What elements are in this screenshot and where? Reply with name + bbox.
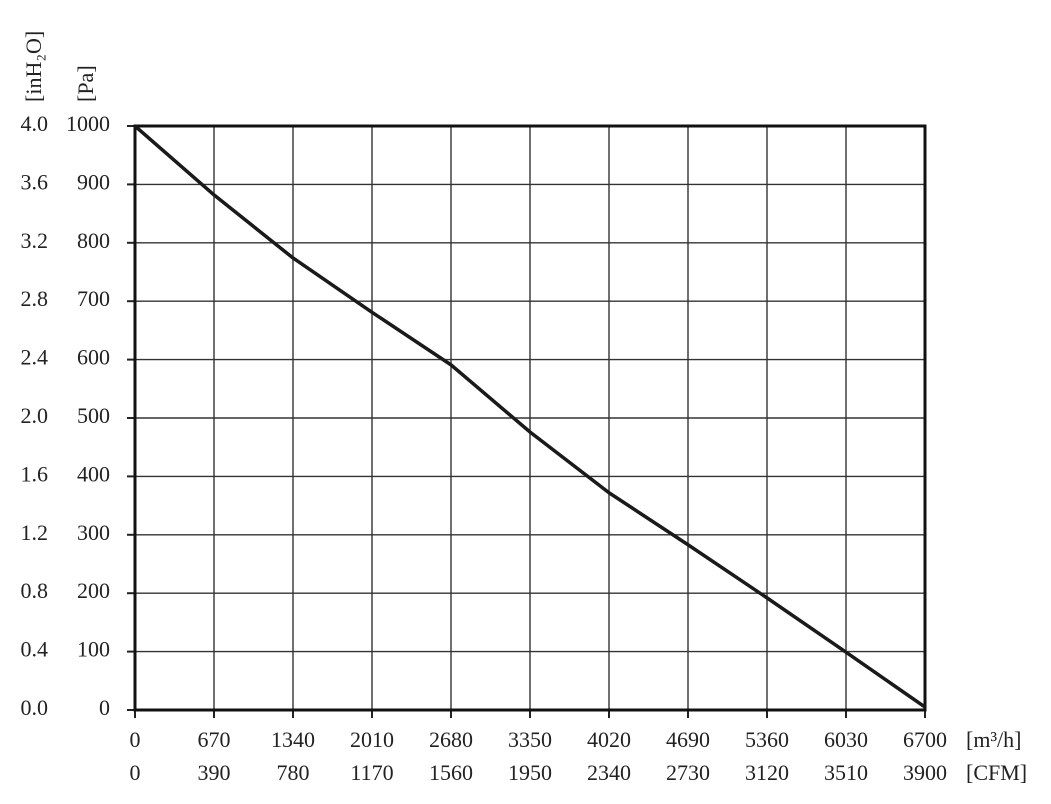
x-axis-label: [m³/h]	[966, 727, 1021, 752]
y2-tick-label: 2.4	[21, 345, 49, 370]
x2-tick-label: 2730	[666, 760, 710, 785]
x-tick-label: 1340	[271, 727, 315, 752]
y2-tick-label: 0.4	[21, 637, 49, 662]
y-tick-label: 0	[99, 695, 110, 720]
x-tick-label: 5360	[745, 727, 789, 752]
x-tick-label: 0	[130, 727, 141, 752]
x2-tick-label: 3900	[903, 760, 947, 785]
x2-axis-label: [CFM]	[966, 760, 1027, 785]
curve	[133, 124, 926, 709]
x2-tick-label: 0	[130, 760, 141, 785]
x-tick-label: 6030	[824, 727, 868, 752]
y2-tick-label: 4.0	[21, 111, 49, 136]
x-tick-label: 6700	[903, 727, 947, 752]
y-axis-label: [Pa]	[73, 65, 98, 102]
y-tick-label: 400	[77, 461, 110, 486]
y2-tick-label: 3.6	[21, 169, 49, 194]
plot-frame	[133, 124, 927, 712]
y-tick-label: 1000	[66, 111, 110, 136]
x-tick-label: 4690	[666, 727, 710, 752]
x2-tick-label: 3510	[824, 760, 868, 785]
x2-tick-label: 3120	[745, 760, 789, 785]
x-tick-label: 2680	[429, 727, 473, 752]
x2-tick-label: 1560	[429, 760, 473, 785]
x-tick-label: 3350	[508, 727, 552, 752]
y2-tick-label: 2.0	[21, 403, 49, 428]
x2-tick-label: 1170	[350, 760, 393, 785]
x-tick-label: 2010	[350, 727, 394, 752]
y-tick-label: 700	[77, 286, 110, 311]
y2-tick-label: 2.8	[21, 286, 49, 311]
y-tick-label: 300	[77, 520, 110, 545]
y2-tick-label: 3.2	[21, 228, 49, 253]
y2-tick-label: 1.2	[21, 520, 49, 545]
y-tick-label: 800	[77, 228, 110, 253]
y2-tick-label: 1.6	[21, 461, 49, 486]
x-tick-label: 670	[198, 727, 231, 752]
y2-tick-label: 0.0	[21, 695, 49, 720]
y-tick-label: 500	[77, 403, 110, 428]
y-tick-label: 600	[77, 345, 110, 370]
y-tick-label: 200	[77, 578, 110, 603]
x2-tick-label: 390	[198, 760, 231, 785]
x2-tick-label: 1950	[508, 760, 552, 785]
y-tick-label: 100	[77, 637, 110, 662]
y-tick-label: 900	[77, 169, 110, 194]
x2-tick-label: 780	[277, 760, 310, 785]
x-tick-label: 4020	[587, 727, 631, 752]
x2-tick-label: 2340	[587, 760, 631, 785]
y2-tick-label: 0.8	[21, 578, 49, 603]
y2-axis-label: [inH₂O]	[21, 31, 46, 102]
